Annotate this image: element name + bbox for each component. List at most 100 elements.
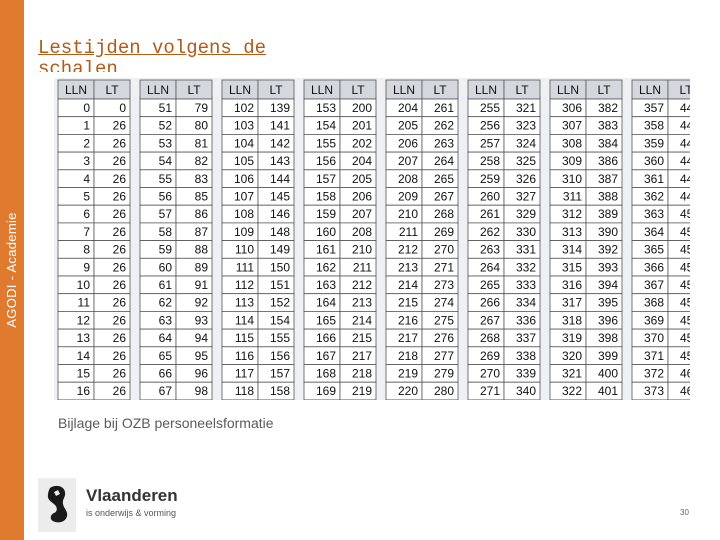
cell-value: 215 <box>352 331 372 345</box>
cell-value: 214 <box>398 278 418 292</box>
cell-value: 325 <box>516 154 536 168</box>
cell-value: 26 <box>113 384 127 398</box>
cell-value: 105 <box>234 154 254 168</box>
cell-value: 155 <box>270 331 290 345</box>
cell-value: 318 <box>562 313 582 327</box>
student-hours-table: LLN LT 0 0 1 26 2 26 3 26 4 26 5 26 6 26 7 26 8 26 9 26 10 26 11… <box>54 78 690 400</box>
cell-value: 149 <box>270 243 290 257</box>
table-block: LLN LT 204 261 205 262 206 263 207 264 208 265 209 26… <box>385 79 459 400</box>
cell-value: 396 <box>598 313 618 327</box>
cell-value: 108 <box>234 207 254 221</box>
cell-value: 204 <box>398 101 418 115</box>
cell-value: 279 <box>434 367 454 381</box>
cell-value: 214 <box>352 313 372 327</box>
cell-value: 313 <box>562 225 582 239</box>
cell-value: 26 <box>113 349 127 363</box>
header-label: LLN <box>393 83 415 97</box>
cell-value: 12 <box>77 313 91 327</box>
cell-value: 202 <box>352 136 372 150</box>
cell-value: 167 <box>316 349 336 363</box>
cell-value: 457 <box>680 313 690 327</box>
cell-value: 109 <box>234 225 254 239</box>
cell-value: 319 <box>562 331 582 345</box>
lion-emblem-icon <box>38 478 76 532</box>
cell-value: 220 <box>398 384 418 398</box>
cell-value: 339 <box>516 367 536 381</box>
cell-value: 151 <box>270 278 290 292</box>
cell-value: 145 <box>270 190 290 204</box>
cell-value: 212 <box>352 278 372 292</box>
cell-value: 113 <box>235 296 254 310</box>
cell-value: 168 <box>316 367 336 381</box>
cell-value: 66 <box>159 367 173 381</box>
sidebar-accent-bar: AGODI - Academie <box>0 0 24 540</box>
cell-value: 159 <box>316 207 336 221</box>
cell-value: 274 <box>434 296 454 310</box>
cell-value: 263 <box>480 243 500 257</box>
cell-value: 331 <box>516 243 536 257</box>
cell-value: 163 <box>316 278 336 292</box>
cell-value: 310 <box>562 172 582 186</box>
cell-value: 65 <box>159 349 173 363</box>
cell-value: 332 <box>516 260 536 274</box>
cell-value: 9 <box>83 260 90 274</box>
cell-value: 81 <box>195 136 209 150</box>
cell-value: 458 <box>680 331 690 345</box>
cell-value: 55 <box>159 172 173 186</box>
slide-title: Lestijden volgens de schalen <box>38 38 267 72</box>
cell-value: 271 <box>480 384 500 398</box>
cell-value: 162 <box>316 260 336 274</box>
cell-value: 444 <box>680 119 690 133</box>
cell-value: 388 <box>598 190 618 204</box>
cell-value: 206 <box>398 136 418 150</box>
cell-value: 217 <box>398 331 418 345</box>
cell-value: 166 <box>316 331 336 345</box>
cell-value: 258 <box>480 154 500 168</box>
cell-value: 153 <box>316 101 336 115</box>
cell-value: 265 <box>480 278 500 292</box>
cell-value: 401 <box>598 384 618 398</box>
cell-value: 208 <box>398 172 418 186</box>
cell-value: 85 <box>195 190 209 204</box>
cell-value: 26 <box>113 260 127 274</box>
cell-value: 82 <box>195 154 209 168</box>
cell-value: 14 <box>77 349 91 363</box>
cell-value: 320 <box>562 349 582 363</box>
cell-value: 306 <box>562 101 582 115</box>
cell-value: 399 <box>598 349 618 363</box>
cell-value: 269 <box>480 349 500 363</box>
cell-value: 370 <box>644 331 664 345</box>
header-label: LT <box>679 83 690 97</box>
cell-value: 60 <box>159 260 173 274</box>
cell-value: 365 <box>644 243 664 257</box>
cell-value: 261 <box>480 207 500 221</box>
header-label: LT <box>351 83 365 97</box>
cell-value: 387 <box>598 172 618 186</box>
cell-value: 26 <box>113 367 127 381</box>
cell-value: 208 <box>352 225 372 239</box>
cell-value: 443 <box>680 101 690 115</box>
cell-value: 102 <box>234 101 254 115</box>
cell-value: 262 <box>434 119 454 133</box>
cell-value: 106 <box>234 172 254 186</box>
cell-value: 267 <box>480 313 500 327</box>
cell-value: 26 <box>113 331 127 345</box>
cell-value: 368 <box>644 296 664 310</box>
cell-value: 210 <box>352 243 372 257</box>
cell-value: 11 <box>78 296 91 310</box>
cell-value: 275 <box>434 313 454 327</box>
cell-value: 263 <box>434 136 454 150</box>
header-label: LLN <box>229 83 251 97</box>
cell-value: 317 <box>562 296 582 310</box>
cell-value: 150 <box>270 260 290 274</box>
header-label: LLN <box>311 83 333 97</box>
cell-value: 212 <box>398 243 418 257</box>
cell-value: 216 <box>398 313 418 327</box>
cell-value: 215 <box>398 296 418 310</box>
cell-value: 362 <box>644 190 664 204</box>
logo-tagline: is onderwijs & vorming <box>86 508 177 518</box>
cell-value: 107 <box>234 190 254 204</box>
cell-value: 218 <box>398 349 418 363</box>
table-cell <box>667 381 690 400</box>
